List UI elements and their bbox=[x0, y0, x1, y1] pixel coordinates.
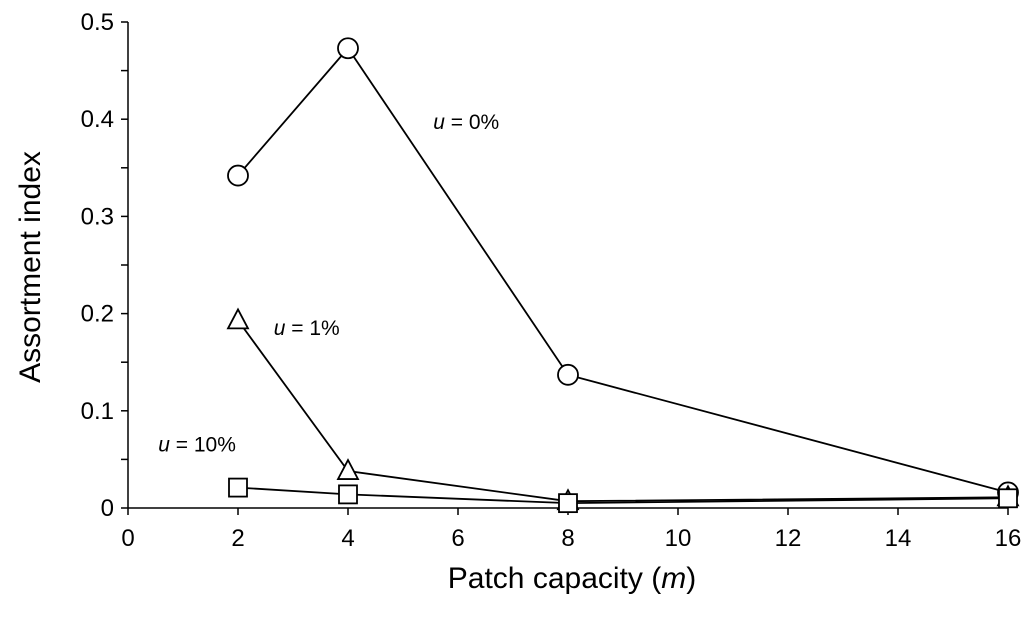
annotation-value: = 1% bbox=[285, 317, 339, 340]
annotation-variable: u bbox=[274, 317, 286, 340]
x-axis-title-close: ) bbox=[686, 562, 696, 595]
square-marker bbox=[228, 477, 248, 498]
square-marker bbox=[558, 493, 578, 514]
axes: 0 0.1 0.2 0.3 0.4 0.5 0 2 4 6 8 10 12 14 16 bbox=[81, 9, 1022, 552]
x-tick-label: 16 bbox=[995, 525, 1022, 552]
square-marker bbox=[998, 488, 1018, 509]
x-tick-label: 6 bbox=[451, 525, 464, 552]
series-line-triangle bbox=[237, 319, 1009, 503]
square-marker bbox=[338, 484, 358, 505]
triangle-marker bbox=[336, 458, 360, 480]
circle-marker bbox=[557, 363, 579, 386]
y-ticks: 0 0.1 0.2 0.3 0.4 0.5 bbox=[81, 9, 128, 522]
x-tick-label: 10 bbox=[665, 525, 692, 552]
x-tick-label: 12 bbox=[775, 525, 802, 552]
series-annotation: u = 0% bbox=[433, 111, 499, 134]
y-tick-label: 0.3 bbox=[81, 203, 114, 230]
x-axis-title-main: Patch capacity ( bbox=[448, 562, 661, 595]
x-tick-label: 0 bbox=[121, 525, 134, 552]
y-tick-label: 0.5 bbox=[81, 9, 114, 36]
y-axis-title: Assortment index bbox=[14, 151, 47, 383]
triangle-marker bbox=[226, 307, 250, 330]
y-tick-label: 0.2 bbox=[81, 301, 114, 328]
x-axis-title-variable: m bbox=[661, 562, 686, 595]
annotation-layer: u = 0%u = 1%u = 10% bbox=[158, 111, 499, 457]
x-tick-label: 8 bbox=[561, 525, 574, 552]
series-annotation: u = 10% bbox=[158, 434, 236, 457]
series-line-circle bbox=[237, 46, 1009, 494]
x-tick-label: 4 bbox=[341, 525, 354, 552]
annotation-value: = 0% bbox=[445, 111, 499, 134]
series-layer bbox=[226, 37, 1020, 514]
y-tick-label: 0 bbox=[101, 495, 114, 522]
x-ticks: 0 2 4 6 8 10 12 14 16 bbox=[121, 508, 1021, 552]
y-tick-label: 0.1 bbox=[81, 398, 114, 425]
circle-marker bbox=[227, 164, 249, 187]
x-tick-label: 2 bbox=[231, 525, 244, 552]
x-tick-label: 14 bbox=[885, 525, 912, 552]
x-axis-title: Patch capacity (m) bbox=[448, 562, 696, 595]
annotation-variable: u bbox=[158, 434, 170, 457]
series-annotation: u = 1% bbox=[274, 317, 340, 340]
annotation-variable: u bbox=[433, 111, 445, 134]
circle-marker bbox=[337, 37, 359, 60]
annotation-value: = 10% bbox=[170, 434, 236, 457]
series-line-square bbox=[237, 486, 1009, 505]
y-tick-label: 0.4 bbox=[81, 106, 114, 133]
